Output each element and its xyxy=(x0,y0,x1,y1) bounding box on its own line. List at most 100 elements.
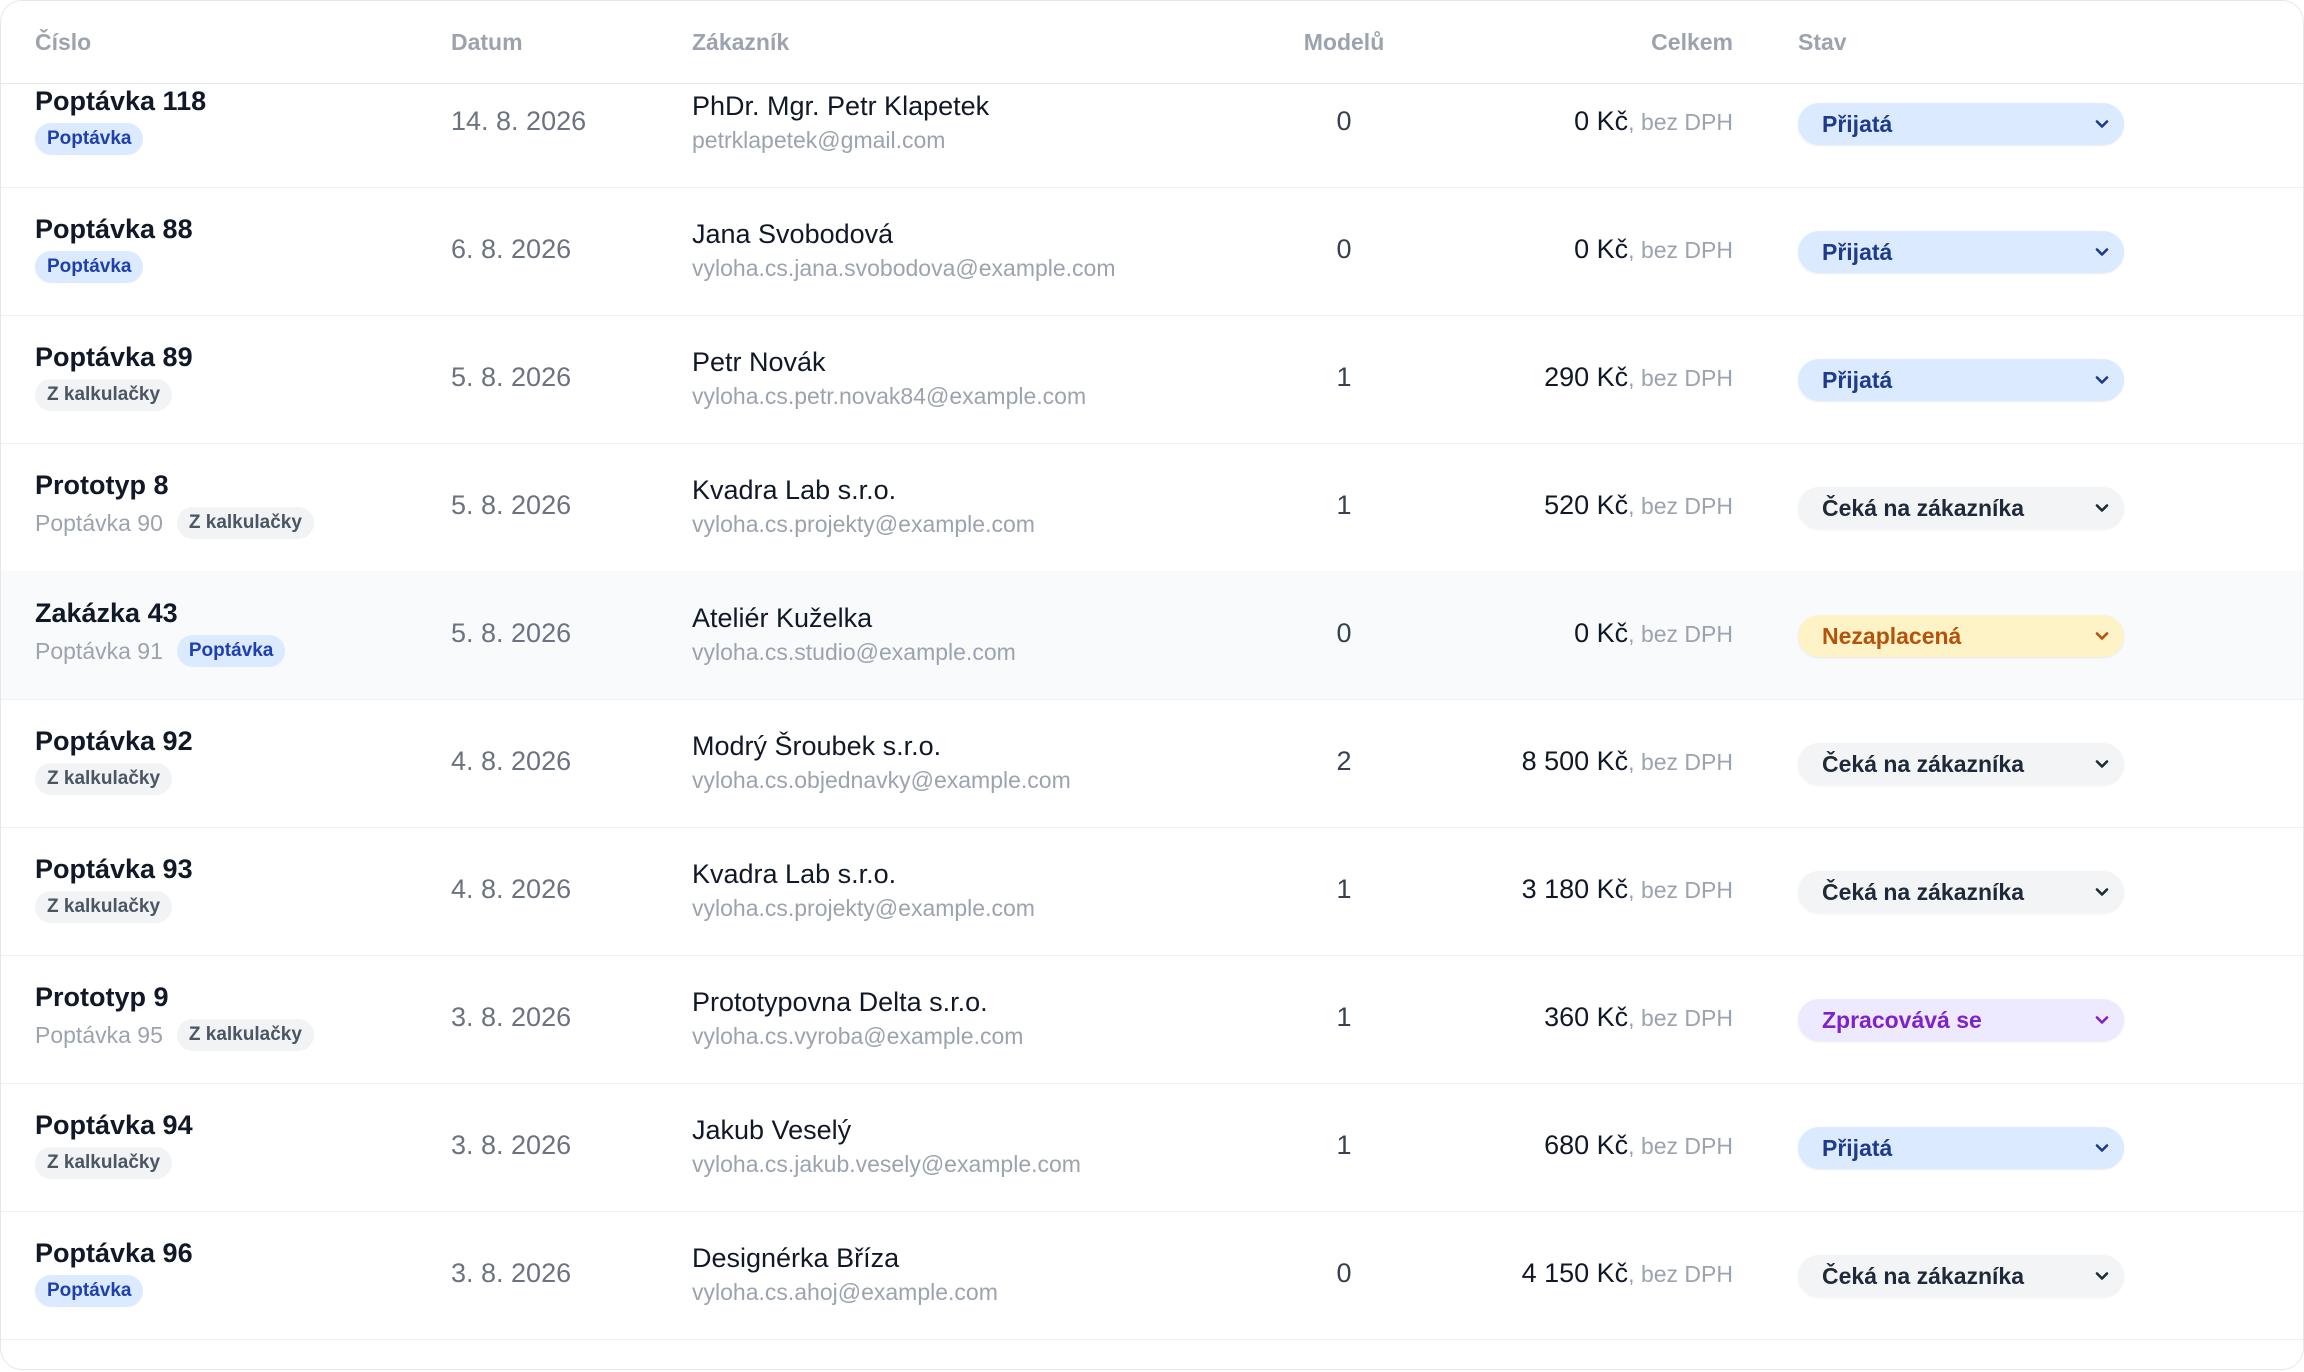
status-select[interactable]: Zpracovává se xyxy=(1798,999,2124,1041)
order-meta: Poptávka 90 Z kalkulačky xyxy=(35,507,314,539)
total-cell: 4 150 Kč, bez DPH xyxy=(1522,1258,1733,1289)
status-select[interactable]: Přijatá xyxy=(1798,231,2124,273)
source-inquiry-ref[interactable]: Poptávka 95 xyxy=(35,1021,163,1048)
status-label: Přijatá xyxy=(1822,111,1893,137)
total-cell: 0 Kč, bez DPH xyxy=(1574,234,1733,265)
chevron-down-icon xyxy=(2095,888,2109,896)
source-inquiry-ref[interactable]: Poptávka 91 xyxy=(35,637,163,664)
table-row[interactable]: Poptávka 92 Z kalkulačky 4. 8. 2026 Modr… xyxy=(1,699,2303,828)
order-title[interactable]: Poptávka 92 xyxy=(35,726,193,756)
table-row[interactable]: Prototyp 9 Poptávka 95 Z kalkulačky 3. 8… xyxy=(1,955,2303,1084)
status-select[interactable]: Přijatá xyxy=(1798,103,2124,145)
total-amount: 0 Kč xyxy=(1574,234,1629,264)
order-source-tag: Poptávka xyxy=(176,635,286,667)
customer-email: petrklapetek@gmail.com xyxy=(692,127,946,153)
table-row[interactable]: Poptávka 118 Poptávka 14. 8. 2026 PhDr. … xyxy=(1,59,2303,188)
order-title[interactable]: Poptávka 96 xyxy=(35,1238,193,1268)
column-header-models[interactable]: Modelů xyxy=(1303,29,1385,55)
order-date: 14. 8. 2026 xyxy=(451,106,587,136)
vat-note: , bez DPH xyxy=(1628,493,1733,519)
order-title[interactable]: Poptávka 88 xyxy=(35,214,193,244)
table-row[interactable]: Poptávka 94 Z kalkulačky 3. 8. 2026 Jaku… xyxy=(1,1083,2303,1212)
total-cell: 0 Kč, bez DPH xyxy=(1574,618,1733,649)
table-row[interactable]: Poptávka 88 Poptávka 6. 8. 2026 Jana Svo… xyxy=(1,187,2303,316)
order-title[interactable]: Prototyp 8 xyxy=(35,470,169,500)
chevron-down-icon xyxy=(2095,248,2109,256)
table-row[interactable]: Poptávka 96 Poptávka 3. 8. 2026 Designér… xyxy=(1,1211,2303,1340)
customer-email: vyloha.cs.objednavky@example.com xyxy=(692,767,1071,793)
order-meta: Poptávka 91 Poptávka xyxy=(35,635,286,667)
source-inquiry-ref[interactable]: Poptávka 90 xyxy=(35,509,163,536)
order-title[interactable]: Prototyp 9 xyxy=(35,982,169,1012)
order-date: 3. 8. 2026 xyxy=(451,1258,572,1288)
column-header-date[interactable]: Datum xyxy=(451,29,523,55)
column-header-total[interactable]: Celkem xyxy=(1651,29,1733,55)
order-date: 4. 8. 2026 xyxy=(451,874,572,904)
customer-cell: Modrý Šroubek s.r.o. vyloha.cs.objednavk… xyxy=(692,729,1071,795)
order-title[interactable]: Poptávka 93 xyxy=(35,854,193,884)
order-source-tag: Z kalkulačky xyxy=(35,1147,173,1179)
order-title[interactable]: Zakázka 43 xyxy=(35,598,178,628)
status-select[interactable]: Přijatá xyxy=(1798,1127,2124,1169)
order-date: 6. 8. 2026 xyxy=(451,234,572,264)
order-title[interactable]: Poptávka 89 xyxy=(35,342,193,372)
models-count: 2 xyxy=(1336,746,1352,776)
column-header-number[interactable]: Číslo xyxy=(35,29,92,55)
total-amount: 0 Kč xyxy=(1574,106,1629,136)
order-date: 5. 8. 2026 xyxy=(451,362,572,392)
customer-cell: Jana Svobodová vyloha.cs.jana.svobodova@… xyxy=(692,217,1116,283)
models-count: 0 xyxy=(1336,234,1352,264)
status-select[interactable]: Nezaplacená xyxy=(1798,615,2124,657)
order-number-cell: Poptávka 92 Z kalkulačky xyxy=(35,725,193,795)
total-amount: 680 Kč xyxy=(1544,1130,1629,1160)
total-amount: 360 Kč xyxy=(1544,1002,1629,1032)
order-meta: Poptávka xyxy=(35,123,206,155)
total-amount: 520 Kč xyxy=(1544,490,1629,520)
order-source-tag: Z kalkulačky xyxy=(176,1019,314,1051)
table-row[interactable]: Poptávka 93 Z kalkulačky 4. 8. 2026 Kvad… xyxy=(1,827,2303,956)
vat-note: , bez DPH xyxy=(1628,365,1733,391)
customer-name: Designérka Bříza xyxy=(692,1243,900,1273)
status-label: Přijatá xyxy=(1822,239,1893,265)
total-cell: 8 500 Kč, bez DPH xyxy=(1522,746,1733,777)
table-row[interactable]: Prototyp 8 Poptávka 90 Z kalkulačky 5. 8… xyxy=(1,443,2303,572)
customer-email: vyloha.cs.projekty@example.com xyxy=(692,895,1035,921)
status-select[interactable]: Přijatá xyxy=(1798,359,2124,401)
table-row[interactable]: Zakázka 43 Poptávka 91 Poptávka 5. 8. 20… xyxy=(1,571,2303,700)
vat-note: , bez DPH xyxy=(1628,1133,1733,1159)
vat-note: , bez DPH xyxy=(1628,1261,1733,1287)
status-select[interactable]: Čeká na zákazníka xyxy=(1798,487,2124,529)
order-title[interactable]: Poptávka 94 xyxy=(35,1110,193,1140)
order-title[interactable]: Poptávka 118 xyxy=(35,86,207,116)
customer-cell: Designérka Bříza vyloha.cs.ahoj@example.… xyxy=(692,1241,998,1307)
order-meta: Z kalkulačky xyxy=(35,763,193,795)
customer-cell: Kvadra Lab s.r.o. vyloha.cs.projekty@exa… xyxy=(692,857,1035,923)
customer-name: Petr Novák xyxy=(692,347,826,377)
total-cell: 680 Kč, bez DPH xyxy=(1544,1130,1733,1161)
status-label: Přijatá xyxy=(1822,367,1893,393)
models-count: 1 xyxy=(1336,490,1352,520)
column-header-customer[interactable]: Zákazník xyxy=(692,29,790,55)
status-label: Čeká na zákazníka xyxy=(1822,879,2025,905)
status-label: Nezaplacená xyxy=(1822,623,1962,649)
customer-name: Kvadra Lab s.r.o. xyxy=(692,859,897,889)
vat-note: , bez DPH xyxy=(1628,621,1733,647)
customer-name: Modrý Šroubek s.r.o. xyxy=(692,731,942,761)
status-select[interactable]: Čeká na zákazníka xyxy=(1798,1255,2124,1297)
status-select[interactable]: Čeká na zákazníka xyxy=(1798,743,2124,785)
models-count: 0 xyxy=(1336,618,1352,648)
order-date: 3. 8. 2026 xyxy=(451,1130,572,1160)
customer-cell: Jakub Veselý vyloha.cs.jakub.vesely@exam… xyxy=(692,1113,1081,1179)
order-source-tag: Poptávka xyxy=(35,1275,144,1307)
vat-note: , bez DPH xyxy=(1628,1005,1733,1031)
column-header-status[interactable]: Stav xyxy=(1798,29,1847,55)
table-row[interactable]: Poptávka 89 Z kalkulačky 5. 8. 2026 Petr… xyxy=(1,315,2303,444)
table-header: Číslo Datum Zákazník Modelů Celkem Stav xyxy=(1,1,2303,84)
status-select[interactable]: Čeká na zákazníka xyxy=(1798,871,2124,913)
order-source-tag: Poptávka xyxy=(35,123,144,155)
chevron-down-icon xyxy=(2095,760,2109,768)
total-amount: 3 180 Kč xyxy=(1521,874,1629,904)
order-number-cell: Poptávka 96 Poptávka xyxy=(35,1237,193,1307)
models-count: 1 xyxy=(1336,1002,1352,1032)
status-label: Čeká na zákazníka xyxy=(1822,751,2025,777)
